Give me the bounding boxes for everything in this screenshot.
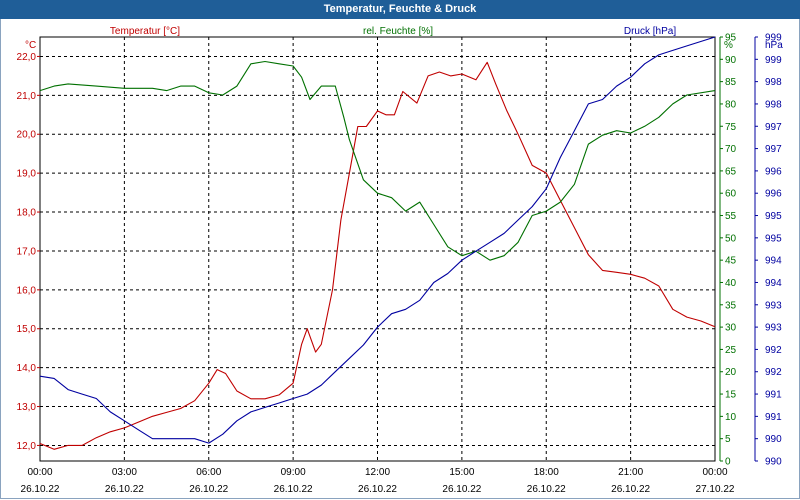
- time-tick-label: 06:00: [196, 467, 221, 478]
- temperature-tick-label: 17,0: [17, 246, 37, 257]
- humidity-tick-label: 10: [725, 412, 737, 423]
- humidity-tick-label: 65: [725, 166, 737, 177]
- humidity-tick-label: 40: [725, 278, 737, 289]
- series-layer: [39, 36, 716, 450]
- plot-area: [39, 36, 716, 462]
- pressure-tick-label: 995: [765, 233, 782, 244]
- time-tick-label: 21:00: [618, 467, 643, 478]
- pressure-tick-label: 995: [765, 211, 782, 222]
- humidity-tick-label: 75: [725, 122, 737, 133]
- time-tick-label: 03:00: [112, 467, 137, 478]
- humidity-tick-label: 80: [725, 99, 737, 110]
- time-tick-label: 09:00: [281, 467, 306, 478]
- pressure-tick-label: 996: [765, 189, 782, 200]
- date-tick-label: 26.10.22: [611, 484, 650, 495]
- humidity-line: [39, 60, 716, 261]
- temperature-unit: °C: [25, 40, 36, 51]
- time-tick-label: 00:00: [27, 467, 52, 478]
- window-title: Temperatur, Feuchte & Druck: [0, 0, 800, 19]
- humidity-tick-label: 70: [725, 144, 737, 155]
- temperature-tick-label: 16,0: [17, 285, 37, 296]
- humidity-tick-label: 5: [725, 434, 731, 445]
- humidity-unit: %: [724, 40, 733, 51]
- pressure-tick-label: 998: [765, 99, 782, 110]
- humidity-tick-label: 15: [725, 390, 737, 401]
- humidity-tick-label: 50: [725, 233, 737, 244]
- pressure-tick-label: 994: [765, 278, 782, 289]
- pressure-tick-label: 991: [765, 390, 782, 401]
- date-tick-label: 26.10.22: [189, 484, 228, 495]
- humidity-axis: 0 5 10 15 20 25 30 35 40 45 50 55 60 65 70 75 80 85 90 95: [719, 33, 737, 468]
- humidity-tick-label: 20: [725, 367, 737, 378]
- pressure-tick-label: 998: [765, 77, 782, 88]
- pressure-tick-label: 996: [765, 166, 782, 177]
- humidity-tick-label: 45: [725, 256, 737, 267]
- humidity-tick-label: 30: [725, 323, 737, 334]
- date-tick-label: 26.10.22: [527, 484, 566, 495]
- date-tick-label: 26.10.22: [21, 484, 60, 495]
- temperature-line: [39, 61, 716, 450]
- time-tick-label: 15:00: [449, 467, 474, 478]
- date-tick-label: 26.10.22: [105, 484, 144, 495]
- time-tick-label: 12:00: [365, 467, 390, 478]
- humidity-tick-label: 95: [725, 33, 737, 44]
- temperature-tick-label: 13,0: [17, 402, 37, 413]
- humidity-tick-label: 85: [725, 77, 737, 88]
- pressure-tick-label: 992: [765, 367, 782, 378]
- pressure-axis-label: Druck [hPa]: [624, 26, 676, 37]
- temperature-tick-label: 22,0: [17, 52, 37, 63]
- pressure-tick-label: 993: [765, 300, 782, 311]
- pressure-unit: hPa: [765, 40, 783, 51]
- date-tick-label: 26.10.22: [274, 484, 313, 495]
- temperature-tick-label: 21,0: [17, 91, 37, 102]
- humidity-tick-label: 0: [725, 457, 731, 468]
- date-tick-label: 27.10.22: [696, 484, 735, 495]
- pressure-tick-label: 999: [765, 33, 782, 44]
- humidity-tick-label: 35: [725, 300, 737, 311]
- temperature-tick-label: 12,0: [17, 441, 37, 452]
- pressure-tick-label: 997: [765, 144, 782, 155]
- humidity-tick-label: 90: [725, 55, 737, 66]
- date-tick-label: 26.10.22: [442, 484, 481, 495]
- temperature-tick-label: 19,0: [17, 169, 37, 180]
- pressure-tick-label: 990: [765, 434, 782, 445]
- time-tick-label: 00:00: [702, 467, 727, 478]
- pressure-tick-label: 993: [765, 323, 782, 334]
- grid: [40, 37, 715, 461]
- temperature-axis-label: Temperatur [°C]: [110, 26, 180, 37]
- pressure-tick-label: 994: [765, 256, 782, 267]
- temperature-tick-label: 20,0: [17, 130, 37, 141]
- temperature-axis: 12,0 13,0 14,0 15,0 16,0 17,0 18,0 19,0 20,0 21,0…: [17, 52, 40, 452]
- pressure-tick-label: 992: [765, 345, 782, 356]
- pressure-tick-label: 997: [765, 122, 782, 133]
- date-tick-label: 26.10.22: [358, 484, 397, 495]
- temperature-tick-label: 14,0: [17, 363, 37, 374]
- humidity-tick-label: 25: [725, 345, 737, 356]
- pressure-tick-label: 990: [765, 457, 782, 468]
- pressure-axis: 990 990 991 991 992 992 993 993 994 994 995 995 996 9…: [754, 33, 782, 468]
- pressure-tick-label: 999: [765, 55, 782, 66]
- pressure-tick-label: 991: [765, 412, 782, 423]
- time-tick-label: 18:00: [534, 467, 559, 478]
- humidity-axis-label: rel. Feuchte [%]: [363, 26, 433, 37]
- pressure-line: [39, 36, 716, 444]
- time-axis: 00:00 26.10.22 03:00 26.10.22 06:00 26.10.22 0…: [21, 467, 735, 495]
- humidity-tick-label: 55: [725, 211, 737, 222]
- humidity-tick-label: 60: [725, 189, 737, 200]
- temperature-tick-label: 15,0: [17, 324, 37, 335]
- temperature-tick-label: 18,0: [17, 208, 37, 219]
